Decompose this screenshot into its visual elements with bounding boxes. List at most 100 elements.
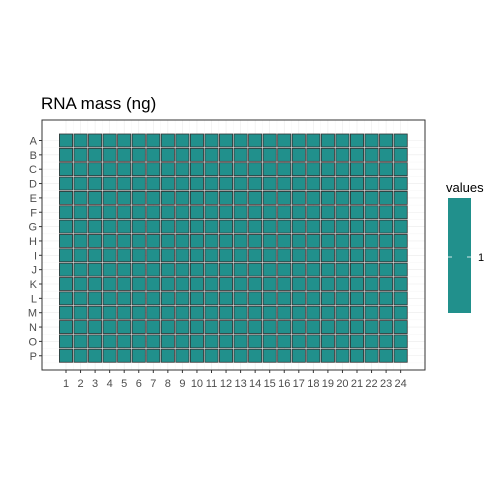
- well-G21: [349, 219, 364, 234]
- well-B17: [291, 147, 306, 162]
- well-A12: [219, 133, 234, 148]
- well-P24: [393, 348, 408, 363]
- well-K5: [117, 277, 132, 291]
- well-L17: [291, 291, 306, 306]
- well-M7: [146, 305, 161, 320]
- well-I21: [349, 248, 364, 263]
- well-I1: [59, 248, 74, 263]
- y-tick-label-P: P: [30, 351, 37, 363]
- well-P1: [59, 348, 74, 363]
- well-G1: [59, 219, 74, 234]
- well-F16: [277, 205, 292, 220]
- well-L13: [233, 291, 248, 306]
- well-I13: [233, 248, 248, 263]
- well-J12: [219, 262, 234, 277]
- well-A19: [320, 133, 335, 148]
- well-G7: [146, 219, 161, 234]
- y-tick-label-L: L: [31, 293, 37, 305]
- x-tick-label-7: 7: [150, 378, 156, 390]
- well-F24: [393, 205, 408, 220]
- well-G5: [117, 219, 132, 234]
- well-A16: [277, 133, 292, 148]
- x-tick-label-14: 14: [249, 378, 261, 390]
- x-tick-label-11: 11: [206, 378, 217, 390]
- well-D8: [160, 176, 175, 191]
- well-O18: [306, 334, 321, 349]
- well-A7: [146, 133, 161, 148]
- well-I17: [291, 248, 306, 263]
- well-J10: [189, 262, 204, 277]
- well-D10: [189, 176, 204, 191]
- x-tick-label-2: 2: [77, 378, 83, 390]
- well-A23: [379, 133, 394, 148]
- well-L23: [379, 291, 394, 306]
- well-B12: [219, 147, 234, 162]
- well-G14: [248, 219, 263, 234]
- well-O20: [335, 334, 350, 349]
- well-N6: [131, 320, 146, 334]
- well-G10: [189, 219, 204, 234]
- well-F3: [88, 205, 103, 220]
- well-M21: [349, 305, 364, 320]
- well-P23: [379, 348, 394, 363]
- well-C6: [131, 162, 146, 177]
- well-L21: [349, 291, 364, 306]
- x-tick-label-18: 18: [307, 378, 319, 390]
- well-B5: [117, 147, 132, 162]
- x-tick-label-16: 16: [278, 378, 290, 390]
- well-K17: [291, 277, 306, 291]
- x-tick-label-19: 19: [322, 378, 334, 390]
- well-B19: [320, 147, 335, 162]
- well-C17: [291, 162, 306, 177]
- well-J14: [248, 262, 263, 277]
- well-G9: [175, 219, 190, 234]
- well-P21: [349, 348, 364, 363]
- well-A6: [131, 133, 146, 148]
- well-I5: [117, 248, 132, 263]
- well-F9: [175, 205, 190, 220]
- well-F18: [306, 205, 321, 220]
- well-M20: [335, 305, 350, 320]
- well-C19: [320, 162, 335, 177]
- well-D2: [73, 176, 88, 191]
- well-E11: [204, 190, 219, 205]
- well-J17: [291, 262, 306, 277]
- well-I4: [102, 248, 117, 263]
- well-D23: [379, 176, 394, 191]
- well-K9: [175, 277, 190, 291]
- well-M11: [204, 305, 219, 320]
- well-N14: [248, 320, 263, 334]
- well-O16: [277, 334, 292, 349]
- well-H12: [219, 234, 234, 248]
- legend-color-bar: [448, 198, 471, 313]
- well-H17: [291, 234, 306, 248]
- well-G15: [262, 219, 277, 234]
- well-D18: [306, 176, 321, 191]
- well-L8: [160, 291, 175, 306]
- well-E10: [189, 190, 204, 205]
- well-I20: [335, 248, 350, 263]
- well-I10: [189, 248, 204, 263]
- well-I22: [364, 248, 379, 263]
- well-E14: [248, 190, 263, 205]
- well-L1: [59, 291, 74, 306]
- well-A2: [73, 133, 88, 148]
- x-tick-label-20: 20: [336, 378, 348, 390]
- y-tick-label-I: I: [34, 250, 37, 262]
- well-J6: [131, 262, 146, 277]
- well-J3: [88, 262, 103, 277]
- well-G6: [131, 219, 146, 234]
- well-D14: [248, 176, 263, 191]
- x-tick-label-22: 22: [365, 378, 377, 390]
- well-F13: [233, 205, 248, 220]
- well-G8: [160, 219, 175, 234]
- well-K13: [233, 277, 248, 291]
- well-H10: [189, 234, 204, 248]
- well-I3: [88, 248, 103, 263]
- well-M6: [131, 305, 146, 320]
- well-L22: [364, 291, 379, 306]
- well-O24: [393, 334, 408, 349]
- well-E16: [277, 190, 292, 205]
